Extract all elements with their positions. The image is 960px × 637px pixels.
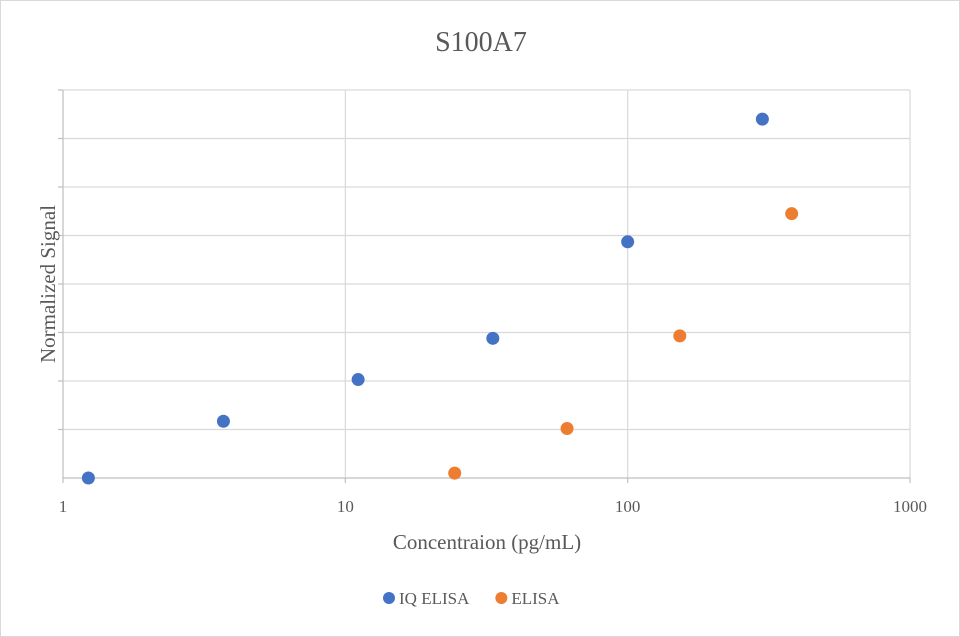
chart-title: S100A7 [435,27,527,58]
legend-marker [495,592,508,604]
data-point [560,422,574,436]
data-point [216,414,230,428]
legend-label: ELISA [511,589,560,608]
axis-layer [58,89,911,483]
data-point [486,331,500,345]
grid-layer [63,89,911,478]
x-axis-label: Concentraion (pg/mL) [393,530,581,554]
data-points-layer [81,112,799,485]
data-point [621,235,635,249]
data-point [755,112,769,126]
legend: IQ ELISA ELISA [383,589,560,608]
legend-label: IQ ELISA [399,589,470,608]
data-point [785,207,799,221]
data-point [81,471,95,485]
x-tick-label: 100 [615,497,641,516]
x-tick-label: 10 [337,497,354,516]
x-tick-label: 1000 [893,497,927,516]
data-point [448,466,462,480]
data-point [673,329,687,343]
data-point [351,373,365,387]
y-axis-label: Normalized Signal [36,205,60,363]
legend-marker [383,592,395,604]
x-tick-label: 1 [59,497,68,516]
tick-label-layer: 1 10 100 1000 [59,497,927,516]
